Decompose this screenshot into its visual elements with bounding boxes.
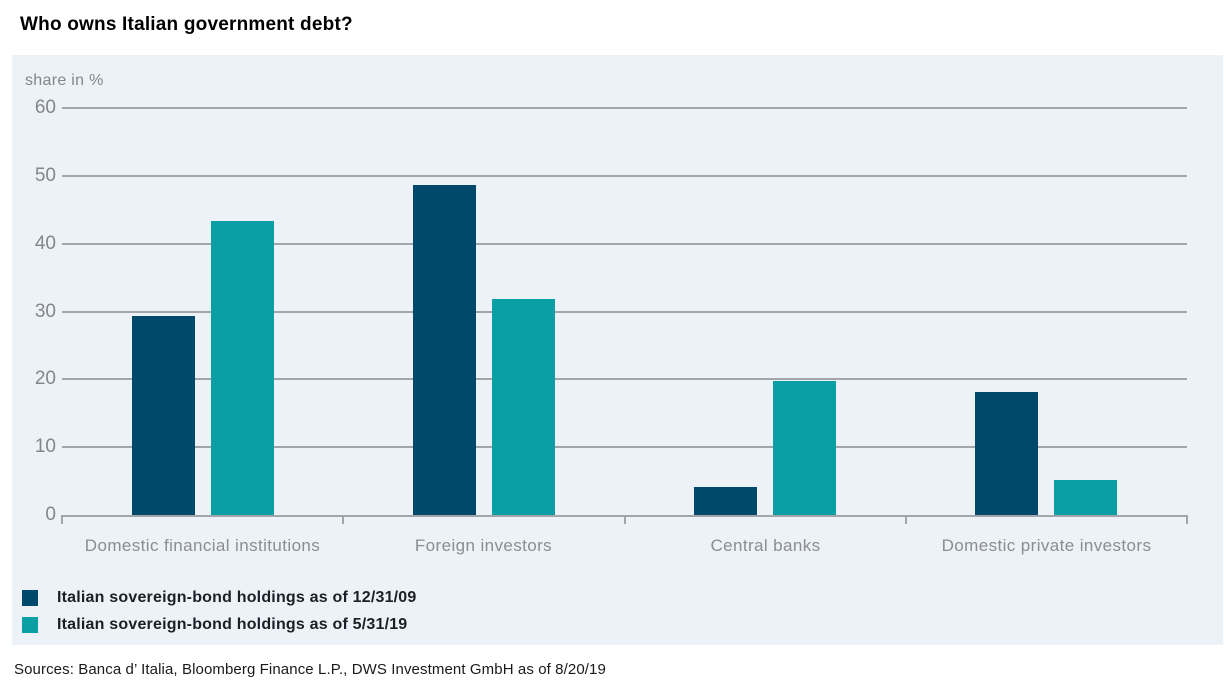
y-axis-unit-label: share in % (25, 72, 104, 89)
legend-label-2019: Italian sovereign-bond holdings as of 5/… (57, 616, 408, 633)
bar (975, 392, 1038, 515)
legend-label-2009: Italian sovereign-bond holdings as of 12… (57, 589, 417, 606)
gridline (62, 446, 1187, 449)
gridline (62, 310, 1187, 313)
y-tick-label: 40 (34, 232, 56, 254)
chart-title: Who owns Italian government debt? (20, 14, 353, 35)
gridline (62, 242, 1187, 245)
y-tick-label: 30 (34, 300, 56, 322)
bar (211, 221, 274, 515)
sources-note: Sources: Banca d’ Italia, Bloomberg Fina… (14, 661, 606, 678)
y-tick-label: 60 (34, 97, 56, 118)
y-tick-label: 20 (34, 368, 56, 390)
category-label: Domestic financial institutions (84, 536, 321, 555)
y-tick-label: 10 (34, 436, 56, 458)
legend-swatch-2009 (22, 590, 38, 606)
x-axis-tick (1186, 515, 1188, 524)
category-label: Foreign investors (414, 536, 553, 555)
x-axis-tick (904, 515, 907, 524)
category-label: Domestic private investors (941, 536, 1152, 555)
y-tick-label: 0 (45, 504, 56, 525)
category-label: Central banks (710, 536, 821, 555)
bar (694, 487, 757, 515)
gridline (62, 174, 1187, 177)
bar (1054, 480, 1117, 515)
bar (132, 316, 195, 515)
legend-swatch-2019 (22, 617, 38, 633)
bar (492, 299, 555, 515)
legend-item: Italian sovereign-bond holdings as of 5/… (22, 614, 417, 636)
legend: Italian sovereign-bond holdings as of 12… (22, 587, 417, 641)
legend-item: Italian sovereign-bond holdings as of 12… (22, 587, 417, 609)
x-axis-tick (61, 515, 63, 524)
bar (773, 381, 836, 515)
x-axis-tick (342, 515, 345, 524)
plot-area: 0 10 20 30 40 50 60 Domestic financial institut… (12, 55, 1223, 645)
bar (413, 185, 476, 515)
x-axis-tick (623, 515, 626, 524)
y-tick-label: 50 (34, 164, 56, 186)
gridline (62, 378, 1187, 381)
chart-panel: share in % 0 10 20 30 40 50 60 Domestic financi… (12, 55, 1223, 645)
gridline (62, 107, 1187, 109)
